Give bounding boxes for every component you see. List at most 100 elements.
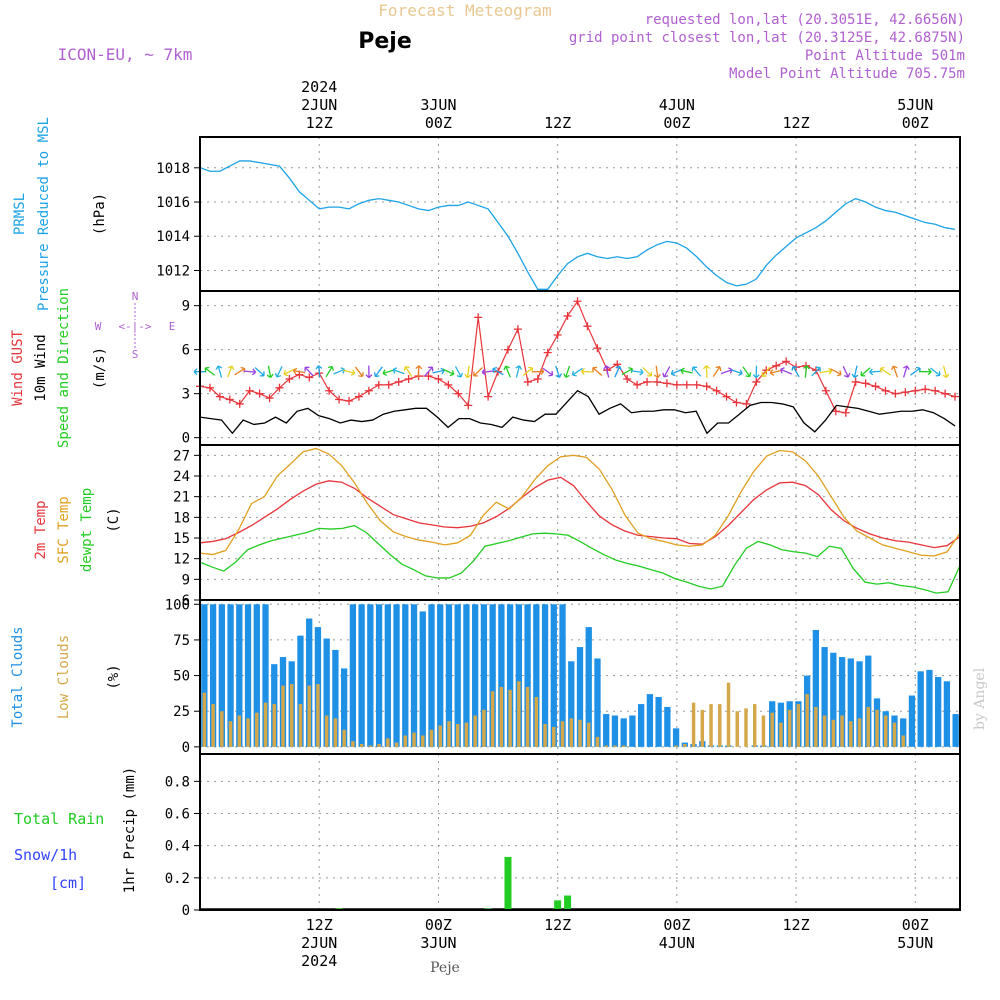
panel-2: 6 9 12 15 18 21 24 27 <box>173 444 961 609</box>
wind-direction-arrow <box>274 365 283 378</box>
low-cloud-bar <box>237 715 242 747</box>
top-time-label: 00Z <box>425 114 452 132</box>
wind-direction-arrow <box>563 365 571 378</box>
total-cloud-bar <box>838 657 846 747</box>
gust-marker <box>394 377 403 386</box>
total-cloud-bar <box>620 718 627 747</box>
gust-marker <box>503 345 512 354</box>
gust-marker <box>225 395 234 404</box>
panel-frame <box>199 290 961 446</box>
ytick-label: 0 <box>182 740 190 756</box>
wind-direction-arrow <box>860 367 871 377</box>
low-cloud-bar <box>744 708 748 747</box>
total-cloud-bar <box>384 604 391 747</box>
total-cloud-bar <box>943 681 951 747</box>
wind-direction-arrow <box>473 367 483 377</box>
total-cloud-bar <box>297 635 304 747</box>
low-cloud-bar <box>543 724 547 747</box>
low-clouds-label: Low Clouds <box>56 635 72 719</box>
wind-direction-arrow <box>730 369 743 377</box>
gust-marker <box>235 399 244 408</box>
cloud-unit: (%) <box>106 664 122 689</box>
gust-marker <box>722 392 731 401</box>
gust-marker <box>354 392 363 401</box>
gust-marker <box>871 382 880 391</box>
gust-marker <box>553 331 562 339</box>
wind-direction-arrow <box>365 365 373 379</box>
wind-10m-label: 10m Wind <box>33 334 49 401</box>
compass-mid: <-|-> <box>118 320 151 333</box>
low-cloud-bar <box>814 706 818 747</box>
low-cloud-bar <box>473 715 477 747</box>
rain-bar <box>554 900 562 910</box>
low-cloud-bar <box>281 685 285 747</box>
total-cloud-bar <box>576 647 584 747</box>
low-cloud-bar <box>884 715 888 747</box>
gust-marker <box>513 325 522 334</box>
gust-marker <box>672 380 681 389</box>
low-cloud-bar <box>735 711 739 747</box>
wind-direction-arrow <box>415 365 423 378</box>
low-cloud-bar <box>255 712 259 747</box>
top-time-label: 12Z <box>306 114 333 132</box>
gust-marker <box>782 357 791 366</box>
gust-marker <box>732 398 741 407</box>
wind-direction-arrow <box>580 368 594 375</box>
ytick-label: 1018 <box>156 161 190 177</box>
low-cloud-bar <box>263 702 268 747</box>
gust-marker <box>444 380 453 389</box>
temp-unit: (C) <box>106 507 122 532</box>
low-cloud-bar <box>517 681 521 747</box>
gust-marker <box>941 389 950 398</box>
point-altitude: Point Altitude 501m <box>805 48 965 64</box>
total-cloud-bar <box>367 604 374 747</box>
total-cloud-bar <box>393 604 400 747</box>
wind-direction-arrow <box>752 365 760 379</box>
ytick-label: 6 <box>182 593 190 609</box>
low-cloud-bar <box>333 718 338 747</box>
low-cloud-bar <box>351 741 355 747</box>
gust-marker <box>682 380 691 389</box>
wind-direction-arrow <box>811 366 821 377</box>
gust-marker <box>921 385 930 394</box>
gust-marker <box>841 408 850 417</box>
bottom-time-label: 5JUN <box>897 934 933 952</box>
gust-marker <box>662 379 671 388</box>
wind-direction-arrow <box>254 367 265 377</box>
low-cloud-bar <box>289 684 294 747</box>
low-cloud-bar <box>342 729 346 747</box>
low-cloud-bar <box>604 745 608 747</box>
top-time-label: 2024 <box>301 78 337 96</box>
gust-marker <box>305 373 314 382</box>
ytick-label: 9 <box>182 572 190 588</box>
wind-direction-arrow <box>761 366 771 377</box>
compass-w: W <box>95 320 102 333</box>
low-cloud-bar <box>752 704 757 747</box>
total-cloud-bar <box>480 604 488 747</box>
panel-1: 0 3 6 9 <box>182 290 961 447</box>
ytick-label: 24 <box>173 469 190 485</box>
low-cloud-bar <box>726 682 731 747</box>
gust-marker <box>374 380 383 389</box>
total-cloud-bar <box>935 677 942 747</box>
snow-unit: [cm] <box>50 874 86 892</box>
gust-marker <box>583 322 592 331</box>
total-cloud-bar <box>594 658 601 747</box>
wind-direction-arrow <box>842 365 851 378</box>
low-cloud-bar <box>403 735 408 747</box>
total-cloud-bar <box>856 661 863 747</box>
low-cloud-bar <box>447 721 451 747</box>
ytick-label: 75 <box>173 633 190 649</box>
gust-marker <box>752 377 761 386</box>
low-cloud-bar <box>691 702 696 747</box>
total-cloud-bar <box>332 649 339 747</box>
gust-marker <box>742 399 751 408</box>
low-cloud-bar <box>866 706 871 747</box>
pressure-unit: (hPa) <box>92 193 108 235</box>
total-cloud-bar <box>952 714 959 747</box>
low-cloud-bar <box>377 744 381 747</box>
low-cloud-bar <box>429 729 434 747</box>
low-cloud-bar <box>901 735 905 747</box>
rain-bar <box>564 895 572 910</box>
